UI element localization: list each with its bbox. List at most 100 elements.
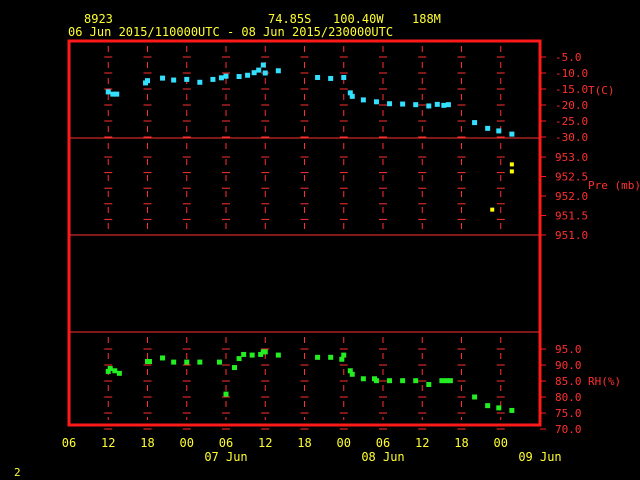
temperature-point bbox=[472, 120, 478, 126]
temperature-point bbox=[400, 101, 406, 107]
temperature-point bbox=[262, 70, 268, 76]
x-tick-label: 12 bbox=[258, 436, 272, 450]
relative_humidity-point bbox=[116, 370, 122, 376]
relative_humidity-point bbox=[387, 378, 393, 384]
temperature-point bbox=[210, 76, 216, 82]
relative_humidity-point bbox=[485, 403, 491, 409]
temperature-point bbox=[509, 131, 515, 137]
temperature-point bbox=[245, 72, 251, 78]
temperature-axis-label: T(C) bbox=[588, 84, 615, 97]
plot-frame bbox=[67, 39, 542, 427]
relative_humidity-point bbox=[349, 371, 355, 377]
relative_humidity-point bbox=[341, 352, 347, 358]
relative_humidity-point bbox=[360, 376, 366, 382]
temperature-point bbox=[496, 128, 502, 134]
x-tick-label: 00 bbox=[337, 436, 351, 450]
relative_humidity-point bbox=[160, 355, 166, 361]
temperature-point bbox=[218, 75, 224, 81]
relative_humidity-point bbox=[107, 366, 113, 372]
temperature-point bbox=[441, 102, 447, 108]
relative_humidity-point bbox=[447, 378, 453, 384]
pressure-tick-label: 952.5 bbox=[555, 171, 588, 184]
relative_humidity-point bbox=[171, 359, 177, 365]
relative_humidity-point bbox=[328, 354, 334, 360]
x-day-label: 09 Jun bbox=[518, 450, 561, 464]
relative_humidity-tick-label: 90.0 bbox=[555, 359, 582, 372]
x-tick-label: 06 bbox=[376, 436, 390, 450]
temperature-point bbox=[223, 73, 229, 79]
relative_humidity-point bbox=[262, 349, 268, 355]
relative_humidity-point bbox=[496, 405, 502, 411]
temperature-point bbox=[315, 74, 321, 80]
temperature-point bbox=[328, 75, 334, 81]
temperature-point bbox=[171, 77, 177, 83]
pressure-point bbox=[490, 207, 495, 212]
temperature-point bbox=[145, 78, 150, 84]
relative_humidity-point bbox=[315, 354, 321, 360]
temperature-point bbox=[256, 67, 262, 73]
relative_humidity-point bbox=[146, 358, 152, 364]
x-tick-label: 18 bbox=[297, 436, 311, 450]
pressure-tick-label: 953.0 bbox=[555, 151, 588, 164]
station-longitude: 100.40W bbox=[333, 12, 384, 26]
temperature-point bbox=[347, 90, 353, 96]
x-tick-label: 00 bbox=[494, 436, 508, 450]
temperature-point bbox=[434, 101, 440, 107]
temperature-point bbox=[349, 93, 355, 99]
x-day-label: 08 Jun bbox=[361, 450, 404, 464]
x-tick-label: 06 bbox=[219, 436, 233, 450]
label-layer: -5.0 -10.0 -15.0 -20.0 -25.0 -30.0 T(C) 953.0 95… bbox=[62, 51, 640, 464]
temperature-point bbox=[387, 101, 393, 107]
x-tick-label: 18 bbox=[140, 436, 154, 450]
x-tick-label: 00 bbox=[180, 436, 194, 450]
temperature-point bbox=[445, 102, 451, 108]
temperature-tick-label: -10.0 bbox=[555, 67, 588, 80]
temperature-tick-label: -20.0 bbox=[555, 99, 588, 112]
pressure-tick-label: 951.0 bbox=[555, 229, 588, 242]
temperature-tick-label: -15.0 bbox=[555, 83, 588, 96]
relative_humidity-tick-label: 95.0 bbox=[555, 343, 582, 356]
relative_humidity-point bbox=[426, 382, 432, 388]
relative_humidity-point bbox=[472, 394, 478, 400]
relative_humidity-axis-label: RH(%) bbox=[588, 375, 621, 388]
relative_humidity-point bbox=[347, 368, 353, 374]
relative_humidity-point bbox=[275, 352, 281, 358]
temperature-point bbox=[197, 79, 203, 85]
pressure-axis-label: Pre (mb) bbox=[588, 179, 640, 192]
data-layer bbox=[105, 62, 515, 413]
temperature-point bbox=[360, 97, 366, 103]
station-id: 8923 bbox=[84, 12, 113, 26]
relative_humidity-point bbox=[443, 378, 449, 384]
temperature-point bbox=[110, 91, 116, 97]
relative_humidity-point bbox=[236, 356, 242, 362]
temperature-point bbox=[105, 89, 111, 95]
temperature-point bbox=[160, 75, 166, 81]
temperature-point bbox=[260, 62, 266, 68]
relative_humidity-point bbox=[223, 391, 229, 397]
temperature-point bbox=[426, 103, 432, 109]
x-tick-label: 12 bbox=[101, 436, 115, 450]
station-elevation: 188M bbox=[412, 12, 441, 26]
x-tick-label: 12 bbox=[415, 436, 429, 450]
relative_humidity-tick-label: 80.0 bbox=[555, 391, 582, 404]
relative_humidity-point bbox=[413, 378, 419, 384]
relative_humidity-point bbox=[400, 378, 406, 384]
temperature-point bbox=[341, 74, 347, 80]
relative_humidity-point bbox=[509, 407, 515, 413]
relative_humidity-point bbox=[241, 351, 247, 357]
temperature-point bbox=[114, 91, 120, 97]
temperature-point bbox=[373, 99, 379, 105]
temperature-point bbox=[275, 68, 281, 74]
pressure-tick-label: 952.0 bbox=[555, 190, 588, 203]
x-tick-label: 06 bbox=[62, 436, 76, 450]
relative_humidity-point bbox=[216, 359, 222, 365]
relative_humidity-point bbox=[439, 378, 445, 384]
page-number: 2 bbox=[14, 466, 21, 479]
relative_humidity-tick-label: 75.0 bbox=[555, 407, 582, 420]
temperature-point bbox=[236, 74, 242, 80]
x-day-label: 07 Jun bbox=[204, 450, 247, 464]
relative_humidity-point bbox=[112, 368, 118, 374]
temperature-point bbox=[251, 70, 257, 76]
relative_humidity-point bbox=[105, 368, 111, 374]
